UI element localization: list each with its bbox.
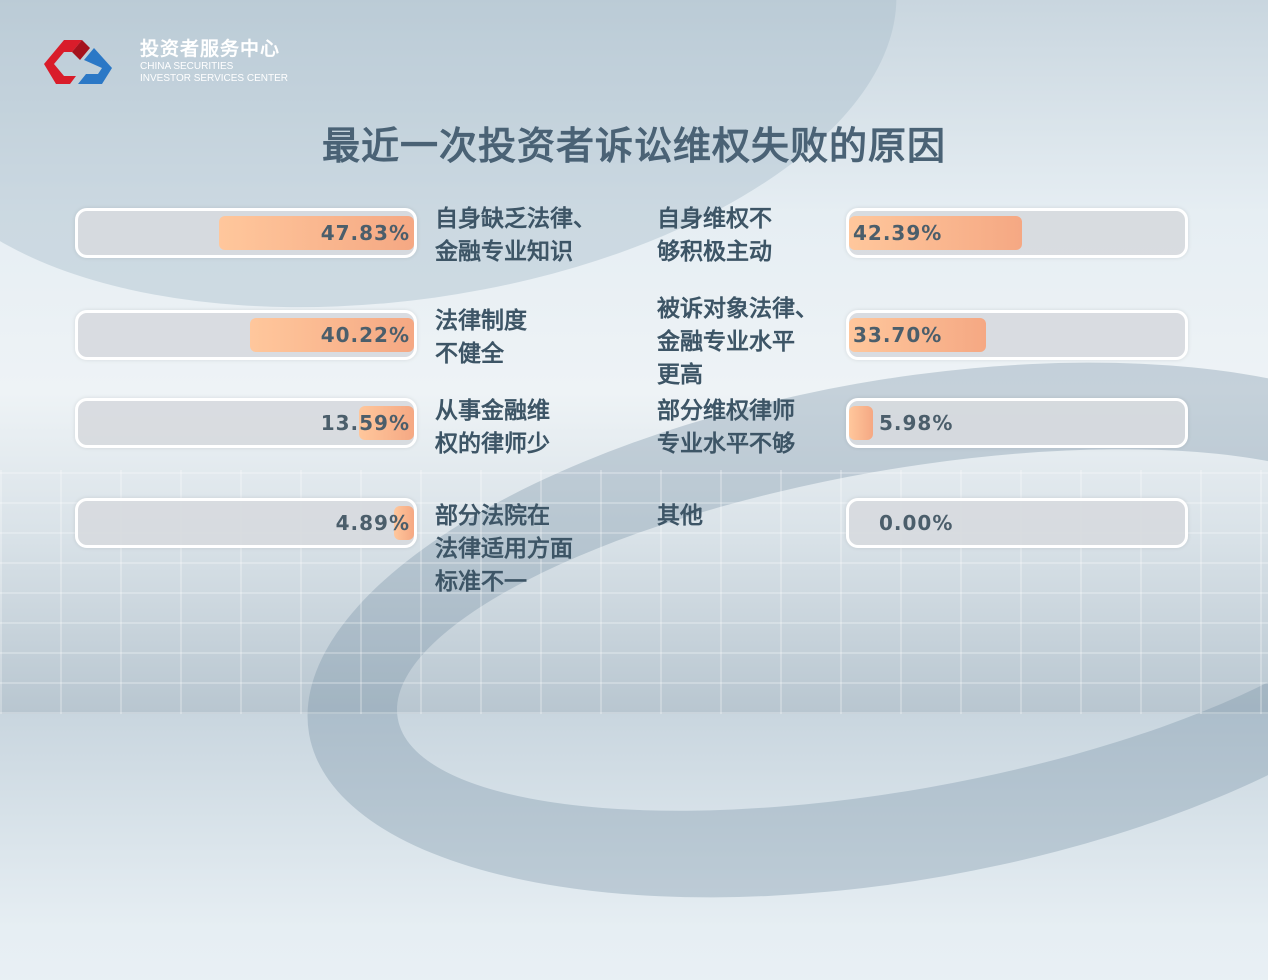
org-name-cn: 投资者服务中心 (140, 38, 281, 60)
data-label: 42.39% (853, 221, 943, 245)
bar-track: 4.89% (75, 498, 417, 548)
data-label: 33.70% (853, 323, 943, 347)
bar (218, 216, 414, 250)
category-label: 被诉对象法律、 金融专业水平 更高 (657, 296, 818, 388)
org-name: 投资者服务中心 CHINA SECURITIES INVESTOR SERVIC… (140, 34, 288, 85)
data-label: 13.59% (320, 411, 410, 435)
csisc-logo (44, 40, 112, 84)
bar (249, 318, 414, 352)
category-label: 部分维权律师 专业水平不够 (657, 398, 795, 457)
category-label: 自身维权不 够积极主动 (657, 206, 772, 265)
bar (849, 318, 987, 352)
bar (849, 406, 874, 440)
bar-track: 33.70% (846, 310, 1188, 360)
bar-track: 40.22% (75, 310, 417, 360)
category-label: 部分法院在 法律适用方面 标准不一 (435, 503, 573, 595)
data-label: 5.98% (879, 411, 954, 435)
data-label: 4.89% (335, 511, 410, 535)
category-label: 法律制度 不健全 (435, 308, 527, 367)
org-name-en2: INVESTOR SERVICES CENTER (140, 73, 288, 84)
org-name-en1: CHINA SECURITIES (140, 61, 234, 72)
bar-track: 5.98% (846, 398, 1188, 448)
data-label: 40.22% (320, 323, 410, 347)
bar-track: 0.00% (846, 498, 1188, 548)
chart-title: 最近一次投资者诉讼维权失败的原因 (321, 124, 946, 168)
bar-track: 47.83% (75, 208, 417, 258)
bar (849, 216, 1022, 250)
bar (358, 406, 414, 440)
data-label: 47.83% (320, 221, 410, 245)
bar-track: 42.39% (846, 208, 1188, 258)
data-label: 0.00% (879, 511, 954, 535)
category-label: 自身缺乏法律、 金融专业知识 (435, 206, 596, 265)
bar (394, 506, 414, 540)
category-label: 其他 (657, 503, 703, 529)
category-label: 从事金融维 权的律师少 (435, 398, 550, 457)
bar-track: 13.59% (75, 398, 417, 448)
